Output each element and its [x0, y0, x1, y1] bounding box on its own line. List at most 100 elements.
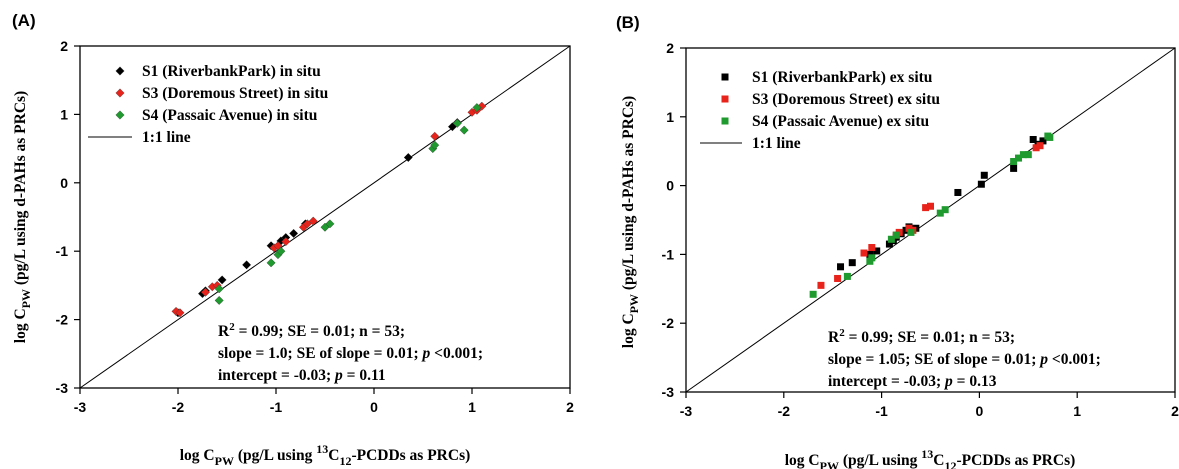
data-point — [885, 240, 893, 248]
y-tick-label: 0 — [666, 178, 674, 194]
x-tick-label: 2 — [1171, 403, 1179, 419]
panel-label: (A) — [12, 11, 36, 30]
stats-line: slope = 1.05; SE of slope = 0.01; p <0.0… — [828, 351, 1101, 368]
stats-line: intercept = -0.03; p = 0.11 — [218, 367, 386, 384]
legend-marker — [721, 73, 729, 81]
x-tick-label: -2 — [778, 403, 791, 419]
data-point — [1015, 154, 1023, 162]
data-point — [1010, 158, 1018, 166]
data-point — [217, 275, 227, 285]
data-point — [1019, 151, 1027, 159]
x-tick-label: -1 — [270, 399, 283, 415]
data-point — [459, 125, 469, 135]
series-2 — [171, 101, 487, 318]
y-tick-label: -1 — [662, 246, 675, 262]
data-point — [430, 140, 440, 150]
data-point — [325, 219, 335, 229]
stats-annotation: R2 = 0.99; SE = 0.01; n = 53; slope = 1.0… — [828, 327, 1101, 390]
series-3 — [809, 132, 1054, 298]
data-point — [873, 247, 881, 255]
one-to-one-line — [685, 47, 1176, 393]
y-tick-label: 2 — [666, 40, 674, 56]
x-tick-label: -2 — [172, 399, 185, 415]
legend-entry: S3 (Doremous Street) ex situ — [752, 91, 940, 108]
data-point — [289, 228, 299, 238]
stats-line: R2 = 0.99; SE = 0.01; n = 53; — [828, 327, 1015, 346]
legend-line-label: 1:1 line — [752, 135, 801, 152]
legend-entry: S4 (Passaic Avenue) ex situ — [752, 113, 929, 130]
data-point — [1010, 164, 1018, 172]
scatter-panel-b: (B) -3 -2 -1 0 1 2 -3 -2 -1 0 1 2 S1 (RiverbankPark) … — [616, 13, 1179, 469]
data-point — [1039, 137, 1047, 145]
legend-line-label: 1:1 line — [142, 129, 191, 146]
stats-line: slope = 1.0; SE of slope = 0.01; p <0.00… — [218, 345, 483, 362]
data-point — [200, 287, 210, 297]
scatter-panel-a: (A) -3 -2 -1 0 1 2 -3 -2 -1 0 1 2 S1 (RiverbankPark) … — [12, 11, 574, 468]
legend-entry: S1 (RiverbankPark) in situ — [142, 63, 321, 80]
one-to-one-line — [79, 45, 571, 389]
y-tick-label: -3 — [662, 384, 675, 400]
data-point — [276, 246, 286, 256]
data-point — [308, 216, 318, 226]
y-axis-title: log CPW (pg/L using d-PAHs as PRCs) — [620, 96, 641, 348]
x-tick-label: 1 — [468, 399, 476, 415]
panel-label: (B) — [616, 13, 640, 32]
data-point — [266, 258, 276, 268]
data-point — [472, 103, 482, 113]
stats-annotation: R2 = 0.99; SE = 0.01; n = 53; slope = 1.0… — [218, 321, 483, 384]
legend-marker — [115, 88, 125, 98]
data-point — [868, 244, 876, 252]
data-point — [817, 281, 825, 289]
data-point — [1032, 144, 1040, 152]
x-tick-label: 0 — [370, 399, 378, 415]
data-point — [892, 231, 900, 239]
data-point — [242, 260, 252, 270]
y-tick-label: 1 — [666, 109, 674, 125]
data-point — [941, 206, 949, 214]
data-point — [430, 131, 440, 141]
legend-marker — [115, 110, 125, 120]
data-point — [905, 224, 913, 232]
x-axis-title: log CPW (pg/L using 13C12-PCDDs as PRCs) — [180, 442, 471, 468]
x-tick-label: 2 — [566, 399, 574, 415]
data-point — [980, 171, 988, 179]
y-tick-label: 0 — [60, 175, 68, 191]
plot-frame — [685, 47, 1176, 393]
x-tick-label: -3 — [680, 403, 693, 419]
y-tick-label: 2 — [60, 38, 68, 54]
series-3 — [214, 103, 482, 305]
data-point — [887, 235, 895, 243]
x-tick-label: -3 — [74, 399, 87, 415]
data-point — [860, 249, 868, 257]
plot-frame — [79, 45, 571, 389]
data-point — [175, 308, 185, 318]
y-tick-label: -3 — [56, 380, 69, 396]
x-tick-label: -1 — [875, 403, 888, 419]
y-tick-label: -2 — [662, 315, 675, 331]
y-axis-title: log CPW (pg/L using d-PAHs as PRCs) — [12, 91, 33, 343]
legend-marker — [115, 66, 125, 76]
data-point — [214, 284, 224, 294]
legend-marker — [721, 95, 729, 103]
y-tick-label: 1 — [60, 106, 68, 122]
data-point — [452, 118, 462, 128]
data-point — [977, 180, 985, 188]
data-point — [848, 259, 856, 267]
data-point — [1036, 142, 1044, 150]
data-point — [936, 209, 944, 217]
stats-line: R2 = 0.99; SE = 0.01; n = 53; — [218, 321, 405, 340]
x-axis-title: log CPW (pg/L using 13C12-PCDDs as PRCs) — [785, 447, 1076, 469]
data-point — [1046, 133, 1054, 141]
x-tick-label: 0 — [976, 403, 984, 419]
y-tick-label: -1 — [56, 243, 69, 259]
data-point — [281, 237, 291, 247]
legend-marker — [721, 117, 729, 125]
data-point — [868, 254, 876, 262]
data-point — [1029, 136, 1037, 144]
data-point — [922, 204, 930, 212]
data-point — [843, 272, 851, 280]
x-tick-label: 1 — [1073, 403, 1081, 419]
legend-entry: S3 (Doremous Street) in situ — [142, 85, 329, 102]
legend-entry: S4 (Passaic Avenue) in situ — [142, 107, 318, 124]
